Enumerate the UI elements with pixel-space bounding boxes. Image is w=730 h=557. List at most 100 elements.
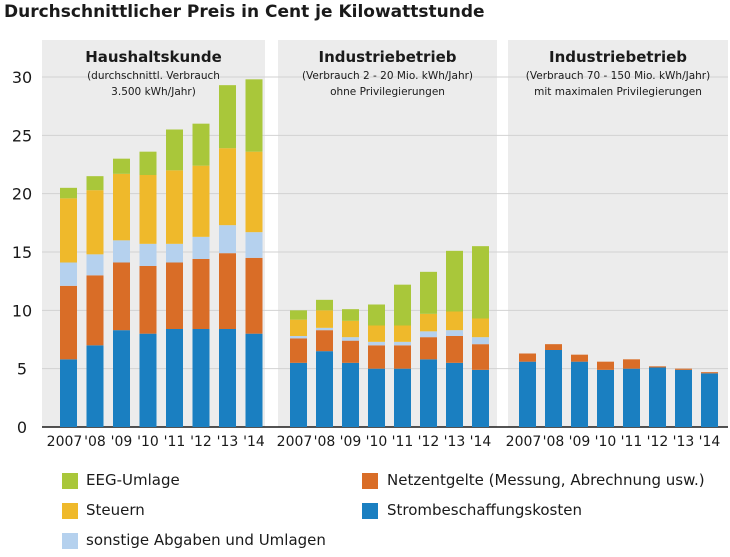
x-tick-label: '11 xyxy=(164,434,186,450)
panel-title: Haushaltskunde xyxy=(85,48,222,66)
bar-segment-sonstige xyxy=(316,327,333,331)
bar-segment-sonstige xyxy=(139,243,157,266)
y-tick-label: 10 xyxy=(12,301,32,320)
bar-segment-sonstige xyxy=(342,337,359,341)
bar-segment-sonstige xyxy=(446,330,463,336)
x-tick-label: 2007 xyxy=(277,434,313,450)
x-tick-label: 2007 xyxy=(47,434,83,450)
bar-segment-strom xyxy=(446,362,463,427)
x-tick-label: '12 xyxy=(647,434,669,450)
bar-segment-netz xyxy=(649,366,666,368)
x-tick-label: '13 xyxy=(217,434,239,450)
bar-segment-netz xyxy=(571,354,588,362)
y-tick-label: 30 xyxy=(12,68,32,87)
bar-segment-netz xyxy=(701,372,718,374)
bar-segment-strom xyxy=(219,329,236,427)
bar-segment-steuern xyxy=(113,173,130,241)
bar-segment-steuern xyxy=(394,325,411,342)
x-tick-label: '11 xyxy=(392,434,414,450)
legend-label-strom: Strombeschaffungskosten xyxy=(387,501,582,519)
bar-segment-sonstige xyxy=(60,262,77,286)
bar-segment-strom xyxy=(420,359,437,427)
bar-segment-netz xyxy=(623,359,640,369)
bar-segment-steuern xyxy=(290,319,307,336)
panel-subtitle: 3.500 kWh/Jahr) xyxy=(111,86,196,98)
bar-segment-eeg xyxy=(60,187,77,199)
legend-label-netz: Netzentgelte (Messung, Abrechnung usw.) xyxy=(387,471,705,489)
bar-segment-sonstige xyxy=(290,336,307,339)
bar-segment-steuern xyxy=(245,151,263,233)
bar-segment-strom xyxy=(701,373,718,427)
panel-subtitle: (Verbrauch 2 - 20 Mio. kWh/Jahr) xyxy=(302,70,473,82)
bar-segment-netz xyxy=(597,361,614,370)
panel-title: Industriebetrieb xyxy=(318,48,456,66)
bar-segment-netz xyxy=(675,368,692,370)
bar-segment-sonstige xyxy=(192,236,210,259)
bar-segment-eeg xyxy=(86,176,104,191)
bar-segment-eeg xyxy=(420,271,437,314)
bar-segment-eeg xyxy=(245,79,263,152)
bar-segment-strom xyxy=(368,368,385,427)
bar-segment-eeg xyxy=(472,246,489,319)
bar-segment-sonstige xyxy=(166,243,183,263)
x-tick-label: '08 xyxy=(314,434,336,450)
x-tick-label: '10 xyxy=(137,434,159,450)
bar-segment-eeg xyxy=(166,129,183,171)
bar-segment-strom xyxy=(394,368,411,427)
bar-segment-strom xyxy=(192,329,210,427)
panel-subtitle: ohne Privilegierungen xyxy=(330,86,445,98)
x-tick-label: '14 xyxy=(699,434,721,450)
bar-segment-sonstige xyxy=(368,341,385,346)
x-tick-label: '10 xyxy=(595,434,617,450)
bar-segment-sonstige xyxy=(394,341,411,346)
x-tick-label: '08 xyxy=(84,434,106,450)
bar-segment-strom xyxy=(519,361,536,427)
y-tick-label: 5 xyxy=(17,360,27,379)
bar-segment-steuern xyxy=(139,175,157,244)
bar-segment-eeg xyxy=(219,85,236,149)
bar-segment-netz xyxy=(86,275,104,346)
bar-segment-steuern xyxy=(60,198,77,263)
bar-segment-netz xyxy=(446,336,463,363)
bar-segment-netz xyxy=(139,266,157,334)
bar-segment-netz xyxy=(472,344,489,370)
bar-segment-eeg xyxy=(342,309,359,321)
legend-label-sonstige: sonstige Abgaben und Umlagen xyxy=(86,531,326,549)
bar-segment-sonstige xyxy=(86,254,104,276)
panel-subtitle: (Verbrauch 70 - 150 Mio. kWh/Jahr) xyxy=(526,70,710,82)
bar-segment-netz xyxy=(192,259,210,329)
stacked-bar-chart: 0 5 10 15 20 25 30 Haushaltskunde (durchschnittl… xyxy=(12,40,728,450)
bar-segment-eeg xyxy=(394,284,411,326)
bar-segment-sonstige xyxy=(420,331,437,338)
bar-segment-strom xyxy=(245,333,263,427)
panel-subtitle: mit maximalen Privilegierungen xyxy=(534,86,702,98)
x-tick-label: '12 xyxy=(190,434,212,450)
bar-segment-strom xyxy=(472,369,489,427)
x-tick-label: '13 xyxy=(673,434,695,450)
legend-label-eeg: EEG-Umlage xyxy=(86,471,180,489)
y-tick-label: 25 xyxy=(12,126,32,145)
bar-segment-strom xyxy=(60,359,77,427)
bar-segment-strom xyxy=(113,330,130,427)
bar-segment-strom xyxy=(623,368,640,427)
bar-segment-netz xyxy=(245,257,263,334)
legend-swatch-steuern xyxy=(62,503,78,519)
bar-segment-sonstige xyxy=(219,225,236,254)
bar-segment-netz xyxy=(394,345,411,369)
bar-segment-steuern xyxy=(342,320,359,338)
bar-segment-strom xyxy=(545,350,562,427)
x-tick-label: 2007 xyxy=(506,434,542,450)
bar-segment-strom xyxy=(316,351,333,427)
panel-subtitle: (durchschnittl. Verbrauch xyxy=(87,70,220,82)
bar-segment-strom xyxy=(571,361,588,427)
bar-segment-netz xyxy=(290,338,307,363)
bar-segment-netz xyxy=(166,262,183,329)
bar-segment-steuern xyxy=(166,170,183,244)
x-tick-label: '09 xyxy=(340,434,362,450)
x-tick-label: '08 xyxy=(543,434,565,450)
legend-swatch-eeg xyxy=(62,473,78,489)
bar-segment-strom xyxy=(342,362,359,427)
y-tick-label: 15 xyxy=(12,243,32,262)
bar-segment-strom xyxy=(166,329,183,427)
bar-segment-netz xyxy=(368,345,385,369)
